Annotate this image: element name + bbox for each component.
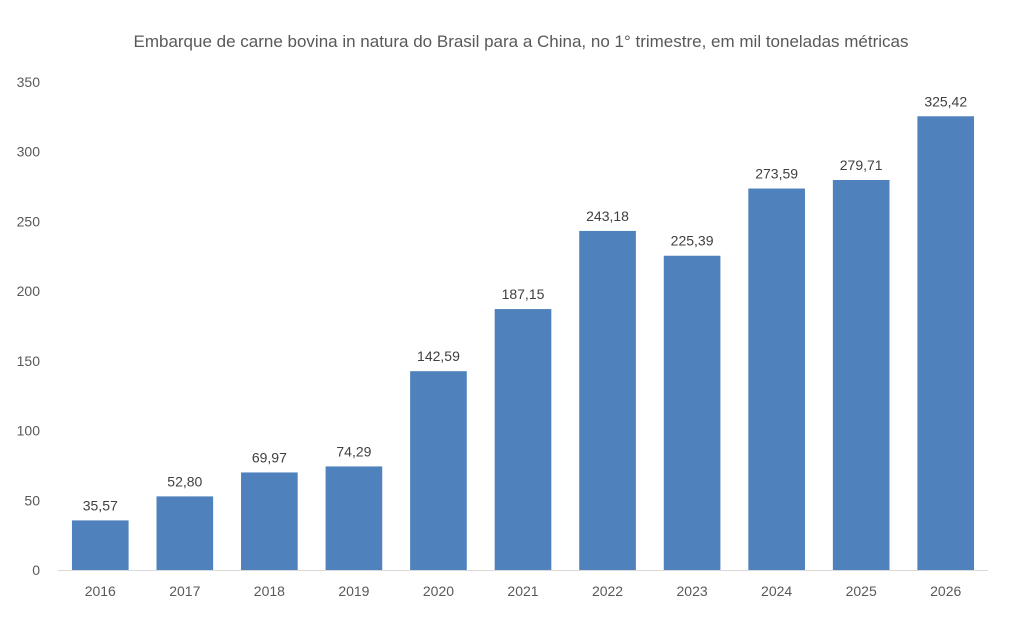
x-tick-label: 2023 (677, 583, 708, 599)
bar-2018 (241, 472, 298, 570)
data-label: 243,18 (586, 208, 629, 224)
bars (71, 116, 975, 571)
bar-2017 (156, 496, 214, 570)
bar-2021 (494, 309, 552, 570)
x-tick-label: 2024 (761, 583, 792, 599)
bar-2025 (832, 180, 890, 571)
y-tick-label: 150 (17, 353, 41, 369)
data-label: 35,57 (83, 497, 118, 513)
y-tick-label: 100 (17, 423, 41, 439)
x-tick-label: 2021 (507, 583, 538, 599)
bar-2026 (917, 116, 975, 570)
y-tick-label: 250 (17, 213, 41, 229)
data-label: 187,15 (502, 286, 545, 302)
x-tick-label: 2019 (338, 583, 369, 599)
x-tick-label: 2020 (423, 583, 454, 599)
x-tick-label: 2022 (592, 583, 623, 599)
data-label: 142,59 (417, 348, 460, 364)
x-tick-label: 2025 (846, 583, 877, 599)
x-axis: 2016 2017 2018 2019 2020 2021 2022 2023 2024 2025… (58, 570, 988, 599)
x-tick-label: 2018 (254, 583, 285, 599)
bar-2016 (71, 520, 129, 570)
data-label: 52,80 (167, 473, 202, 489)
bar-2022 (579, 230, 636, 570)
data-label: 325,42 (924, 93, 967, 109)
data-label: 273,59 (755, 166, 798, 182)
y-tick-label: 0 (32, 562, 40, 578)
x-tick-label: 2017 (169, 583, 200, 599)
x-tick-label: 2026 (930, 583, 961, 599)
y-tick-label: 300 (17, 144, 41, 160)
data-label: 74,29 (336, 443, 371, 459)
data-label: 69,97 (252, 449, 287, 465)
data-label: 225,39 (671, 233, 714, 249)
bar-2019 (325, 466, 383, 570)
data-label: 279,71 (840, 157, 883, 173)
y-axis: 0 50 100 150 200 250 300 350 (17, 74, 41, 578)
x-tick-label: 2016 (85, 583, 116, 599)
y-tick-label: 200 (17, 283, 41, 299)
y-tick-label: 350 (17, 74, 41, 90)
bar-2024 (748, 188, 805, 571)
chart-title: Embarque de carne bovina in natura do Br… (133, 32, 908, 51)
bar-2023 (663, 255, 721, 570)
data-labels: 35,57 52,80 69,97 74,29 142,59 187,15 243,18 22… (83, 93, 968, 513)
y-tick-label: 50 (24, 492, 40, 508)
bar-2020 (410, 371, 467, 570)
